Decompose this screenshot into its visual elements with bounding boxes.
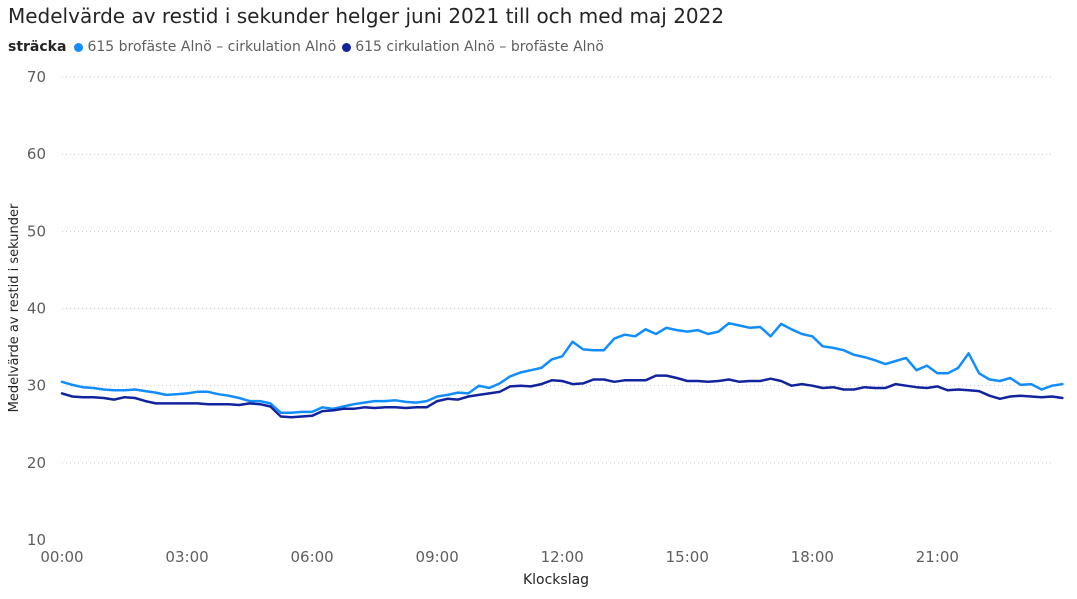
y-tick-label: 10: [27, 531, 46, 549]
legend-title: sträcka: [8, 39, 67, 55]
series-line-2[interactable]: [60, 374, 1064, 419]
legend: sträcka 615 brofäste Alnö – cirkulation …: [8, 39, 610, 55]
legend-item-series-1[interactable]: 615 brofäste Alnö – cirkulation Alnö: [74, 39, 336, 55]
series-line-1[interactable]: [60, 321, 1064, 414]
x-tick-label: 09:00: [416, 548, 459, 566]
x-tick-label: 12:00: [541, 548, 584, 566]
legend-label: 615 brofäste Alnö – cirkulation Alnö: [87, 39, 337, 55]
y-tick-label: 40: [27, 300, 46, 318]
x-tick-label: 06:00: [290, 548, 333, 566]
legend-dot-icon: [74, 42, 84, 52]
y-tick-label: 20: [27, 454, 46, 472]
legend-label: 615 cirkulation Alnö – brofäste Alnö: [355, 39, 604, 55]
legend-dot-icon: [342, 42, 352, 52]
y-tick-label: 70: [27, 68, 46, 86]
x-axis-label: Klockslag: [523, 572, 589, 588]
x-tick-label: 18:00: [791, 548, 834, 566]
chart-title: Medelvärde av restid i sekunder helger j…: [8, 4, 725, 28]
series-lines: [60, 321, 1064, 419]
x-tick-label: 00:00: [40, 548, 83, 566]
x-tick-label: 21:00: [916, 548, 959, 566]
y-axis-ticks: 10 20 30 40 50 60 70: [27, 68, 46, 549]
legend-item-series-2[interactable]: 615 cirkulation Alnö – brofäste Alnö: [342, 39, 604, 55]
y-tick-label: 30: [27, 377, 46, 395]
y-axis-label: Medelvärde av restid i sekunder: [7, 203, 22, 412]
y-tick-label: 60: [27, 145, 46, 163]
gridlines: [62, 76, 1052, 464]
x-tick-label: 03:00: [165, 548, 208, 566]
x-axis-ticks: 00:00 03:00 06:00 09:00 12:00 15:00 18:00 21:00: [40, 548, 959, 566]
y-tick-label: 50: [27, 222, 46, 240]
x-tick-label: 15:00: [666, 548, 709, 566]
